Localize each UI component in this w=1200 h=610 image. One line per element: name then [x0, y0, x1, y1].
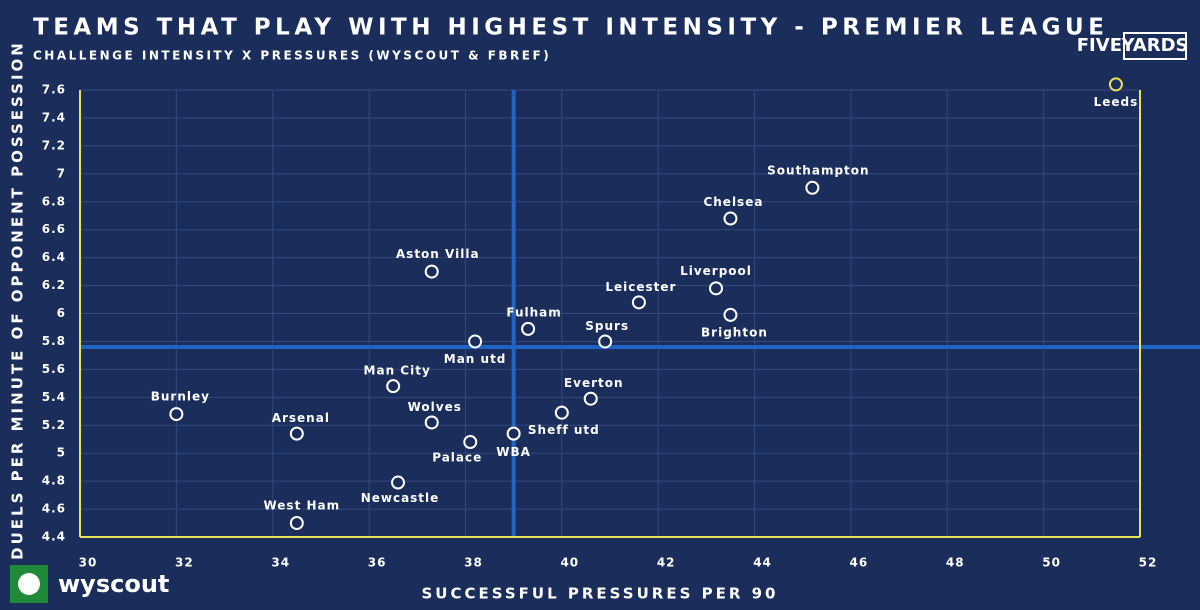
y-tick-label: 7.4: [42, 110, 66, 124]
point-label: Man City: [364, 364, 431, 378]
y-tick-label: 5.6: [42, 362, 66, 376]
y-tick-label: 4.8: [42, 474, 66, 488]
point-label: Sheff utd: [528, 423, 600, 437]
y-tick-label: 4.4: [42, 530, 66, 544]
point: [468, 334, 483, 349]
x-tick-label: 38: [464, 556, 483, 570]
point: [583, 391, 598, 406]
point: [289, 516, 304, 531]
brand-left: FIVE: [1077, 35, 1122, 56]
point-label: Everton: [564, 376, 624, 390]
y-tick-label: 6.6: [42, 222, 66, 236]
x-tick-label: 30: [79, 556, 98, 570]
point-label: Man utd: [444, 352, 507, 366]
chart-subtitle: CHALLENGE INTENSITY X PRESSURES (WYSCOUT…: [33, 49, 551, 63]
x-axis-label: SUCCESSFUL PRESSURES PER 90: [422, 585, 779, 603]
y-tick-label: 4.6: [42, 502, 66, 516]
brand-box: [1123, 32, 1187, 60]
y-tick-label: 6.8: [42, 194, 66, 208]
y-tick-label: 5.4: [42, 390, 66, 404]
point-label: Aston Villa: [396, 247, 480, 261]
y-axis-label: DUELS PER MINUTE OF OPPONENT POSSESSION: [9, 40, 27, 560]
point-label: Leeds: [1094, 95, 1139, 109]
brand-right: YARDS: [1120, 35, 1188, 56]
point: [386, 379, 401, 394]
chart-title: TEAMS THAT PLAY WITH HIGHEST INTENSITY -…: [33, 15, 1108, 41]
point: [169, 407, 184, 422]
x-tick-label: 46: [850, 556, 869, 570]
point-label: Spurs: [585, 319, 629, 333]
point-label: Arsenal: [272, 411, 330, 425]
point: [723, 211, 738, 226]
point: [424, 264, 439, 279]
y-tick-label: 6.4: [42, 250, 66, 264]
x-tick-label: 40: [560, 556, 579, 570]
x-tick-label: 52: [1139, 556, 1158, 570]
y-tick-label: 6.2: [42, 278, 66, 292]
point: [805, 180, 820, 195]
point: [289, 426, 304, 441]
point-label: Wolves: [408, 400, 462, 414]
point-label: Southampton: [767, 163, 869, 177]
point-label: Newcastle: [361, 491, 440, 505]
point-label: West Ham: [263, 499, 340, 513]
x-tick-label: 36: [368, 556, 387, 570]
y-tick-label: 5: [57, 446, 66, 460]
point: [424, 415, 439, 430]
point: [598, 334, 613, 349]
point: [521, 321, 536, 336]
point-label: Palace: [432, 451, 482, 465]
point-label: Burnley: [151, 390, 210, 404]
x-tick-label: 44: [753, 556, 772, 570]
y-tick-label: 5.8: [42, 334, 66, 348]
x-tick-label: 48: [946, 556, 965, 570]
x-tick-label: 32: [175, 556, 194, 570]
source-logo-ball: [18, 573, 40, 595]
x-tick-label: 34: [271, 556, 290, 570]
y-tick-label: 7.6: [42, 83, 66, 97]
point: [1108, 77, 1123, 92]
y-tick-label: 6: [57, 306, 66, 320]
point-label: Chelsea: [703, 195, 763, 209]
y-tick-label: 7.2: [42, 138, 66, 152]
point: [554, 405, 569, 420]
point: [391, 475, 405, 490]
point-label: WBA: [496, 445, 531, 459]
x-tick-label: 42: [657, 556, 676, 570]
x-tick-label: 50: [1042, 556, 1061, 570]
point-label: Leicester: [605, 280, 676, 294]
y-tick-label: 5.2: [42, 418, 66, 432]
point-label: Brighton: [701, 325, 768, 339]
y-tick-label: 7: [57, 166, 66, 180]
source-logo: wyscout: [58, 570, 169, 598]
point-label: Liverpool: [680, 264, 752, 278]
point: [723, 307, 738, 322]
point: [631, 295, 646, 310]
point: [709, 281, 723, 296]
point-label: Fulham: [506, 305, 561, 319]
point: [463, 435, 478, 450]
point: [506, 426, 521, 441]
